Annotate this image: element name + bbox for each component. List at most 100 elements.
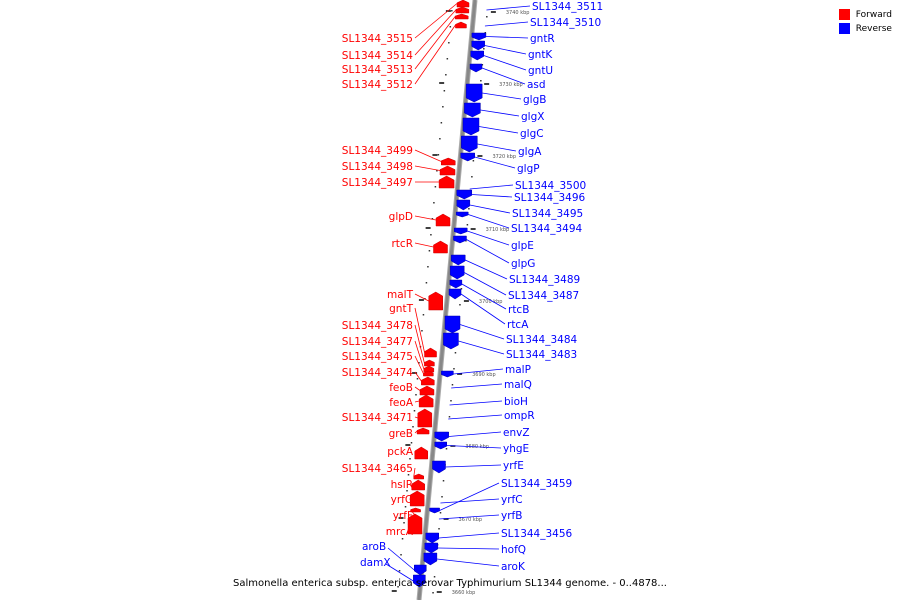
forward-gene-leader xyxy=(414,215,437,221)
scale-dot xyxy=(415,394,417,396)
forward-gene-feature xyxy=(411,479,425,491)
reverse-gene-leader xyxy=(449,400,503,406)
forward-gene-feature xyxy=(455,21,467,29)
scale-dot xyxy=(460,288,463,290)
reverse-gene-label: yrfE xyxy=(503,460,524,472)
reverse-gene-label: SL1344_3511 xyxy=(532,1,603,13)
forward-gene-label: SL1344_3498 xyxy=(342,161,413,173)
reverse-gene-label: glgP xyxy=(517,163,540,175)
forward-gene-leader xyxy=(414,416,418,419)
scale-dot xyxy=(438,528,440,530)
reverse-gene-label: yrfB xyxy=(501,510,522,522)
scale-dot xyxy=(439,138,441,140)
forward-gene-feature xyxy=(456,0,470,8)
scale-dot xyxy=(412,426,414,428)
forward-gene-feature xyxy=(421,376,435,386)
scale-dot xyxy=(459,304,461,306)
reverse-gene-feature xyxy=(461,135,478,153)
forward-gene-label: feoB xyxy=(389,382,413,394)
forward-gene-feature xyxy=(419,385,435,396)
reverse-gene-feature xyxy=(471,40,485,51)
forward-gene-label: SL1344_3514 xyxy=(342,50,414,62)
reverse-gene-feature xyxy=(423,552,438,566)
tick-label: 3700 kbp xyxy=(479,299,503,305)
scale-dot xyxy=(434,186,437,188)
forward-gene-feature xyxy=(441,157,456,166)
reverse-gene-leader xyxy=(461,283,507,310)
forward-gene-label: SL1344_3477 xyxy=(342,336,413,348)
forward-gene-feature xyxy=(423,370,434,377)
reverse-gene-feature xyxy=(453,235,467,244)
scale-dot xyxy=(421,330,423,332)
scale-dot xyxy=(442,480,445,482)
forward-gene-feature xyxy=(409,490,425,507)
reverse-gene-feature xyxy=(434,441,447,450)
scale-dot xyxy=(433,576,436,578)
genome-backbone xyxy=(417,0,477,600)
reverse-gene-label: rtcA xyxy=(507,319,529,331)
reverse-gene-feature xyxy=(464,102,481,118)
forward-gene-feature xyxy=(454,13,469,20)
scale-dot xyxy=(481,64,484,66)
forward-gene-feature xyxy=(424,347,437,358)
reverse-gene-leader xyxy=(466,239,510,264)
forward-gene-leader xyxy=(407,523,416,532)
reverse-gene-leader xyxy=(463,272,507,296)
reverse-gene-label: gntU xyxy=(528,65,553,77)
forward-gene-feature xyxy=(423,365,435,373)
forward-gene-label: yrfG xyxy=(391,494,413,506)
reverse-gene-feature xyxy=(432,460,446,474)
scale-dot xyxy=(418,362,420,364)
scale-dot xyxy=(428,250,431,252)
scale-dot xyxy=(432,592,434,594)
reverse-gene-leader xyxy=(458,340,505,355)
reverse-gene-leader xyxy=(485,36,529,39)
reverse-gene-label: SL1344_3484 xyxy=(506,334,578,346)
tick-label: 3670 kbp xyxy=(459,517,483,523)
scale-dot xyxy=(439,512,442,514)
legend-item-forward: Forward xyxy=(838,9,892,20)
scale-dot xyxy=(407,474,410,476)
reverse-gene-label: asd xyxy=(527,79,546,91)
reverse-gene-leader xyxy=(482,92,522,100)
reverse-gene-feature xyxy=(470,50,484,61)
reverse-gene-feature xyxy=(414,564,427,576)
scale-dot xyxy=(440,122,443,124)
forward-gene-leader xyxy=(410,498,416,500)
reverse-gene-feature xyxy=(429,507,440,514)
scale-dot xyxy=(446,58,449,60)
reverse-gene-feature xyxy=(456,189,473,200)
tick-label: 3720 kbp xyxy=(492,154,516,160)
reverse-gene-leader xyxy=(474,156,516,169)
legend-label-reverse: Reverse xyxy=(855,23,892,34)
forward-gene-feature xyxy=(417,408,433,428)
scale-dot xyxy=(486,16,488,18)
tick-label: 3730 kbp xyxy=(499,82,523,88)
forward-gene-label: yrfF xyxy=(393,510,413,522)
forward-gene-leader xyxy=(414,386,421,391)
reverse-gene-leader xyxy=(448,414,503,420)
reverse-gene-label: aroK xyxy=(501,561,526,573)
forward-gene-label: malT xyxy=(387,289,414,301)
reverse-gene-leader xyxy=(438,514,500,520)
forward-swatch xyxy=(838,9,850,20)
scale-dot xyxy=(427,266,429,268)
scale-dot xyxy=(436,170,438,172)
reverse-gene-leader xyxy=(453,368,504,375)
scale-dot xyxy=(466,224,469,226)
forward-gene-label: mrcA xyxy=(386,526,414,538)
forward-gene-label: SL1344_3499 xyxy=(342,145,413,157)
scale-dot xyxy=(451,384,454,386)
reverse-gene-feature xyxy=(453,227,468,235)
genome-caption: Salmonella enterica subsp. enterica sero… xyxy=(233,578,667,589)
scale-dot xyxy=(483,48,485,50)
reverse-gene-label: malP xyxy=(505,364,531,376)
forward-gene-feature xyxy=(428,291,443,311)
scale-dot xyxy=(445,448,448,450)
reverse-gene-feature xyxy=(448,288,462,300)
forward-gene-leader xyxy=(414,242,434,248)
forward-gene-leader xyxy=(414,165,441,171)
reverse-gene-feature xyxy=(443,332,459,350)
forward-gene-label: SL1344_3475 xyxy=(342,351,413,363)
forward-gene-label: hslR xyxy=(391,479,413,491)
